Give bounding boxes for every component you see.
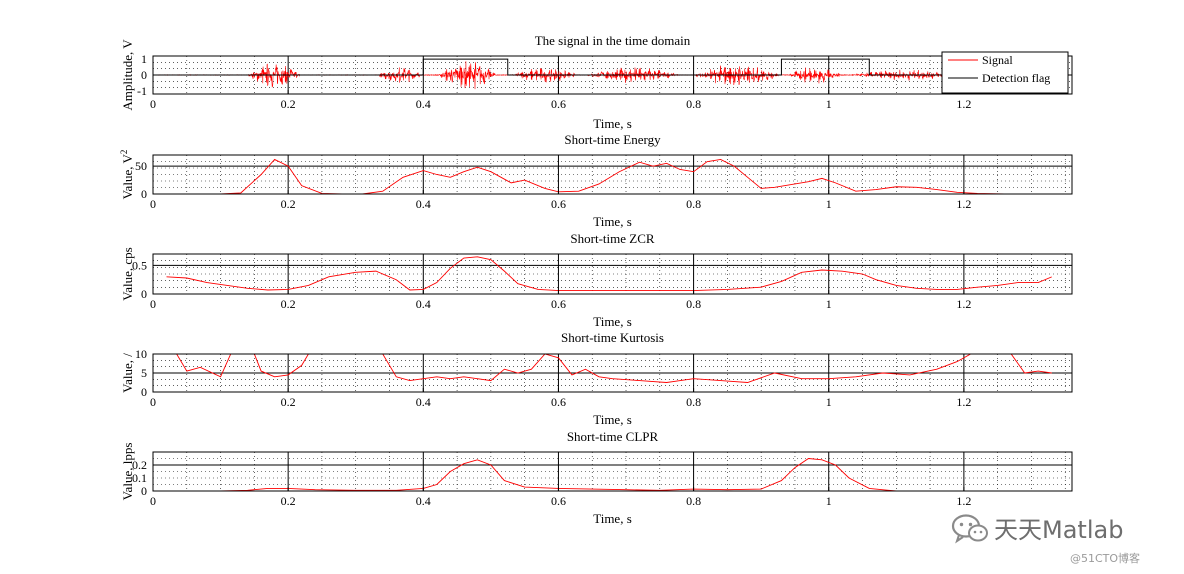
axes-frame bbox=[152, 353, 1073, 393]
y-tick-label: 1 bbox=[141, 52, 147, 66]
series-line-1 bbox=[166, 158, 1052, 194]
y-tick-label: -1 bbox=[137, 84, 147, 98]
x-axis-label: Time, s bbox=[593, 214, 632, 229]
x-tick-label: 1.2 bbox=[956, 494, 971, 508]
axes-frame bbox=[152, 253, 1073, 295]
y-axis-label-superscript: 2 bbox=[119, 150, 129, 155]
x-tick-label: 0.2 bbox=[281, 197, 296, 211]
x-tick-label: 0.2 bbox=[281, 97, 296, 111]
y-tick-label: 0 bbox=[141, 484, 147, 498]
y-axis-label: Value, V2 bbox=[119, 150, 135, 200]
y-tick-label: 0 bbox=[141, 187, 147, 201]
series-line-4 bbox=[1010, 354, 1052, 374]
x-tick-label: 0.4 bbox=[416, 395, 431, 409]
y-axis-label-text: Amplitude, V bbox=[120, 39, 135, 111]
wechat-icon bbox=[951, 514, 988, 544]
series-line-1 bbox=[166, 256, 1052, 292]
x-tick-label: 1 bbox=[826, 197, 832, 211]
watermark-source: @51CTO博客 bbox=[1070, 552, 1141, 565]
x-tick-label: 1.2 bbox=[956, 297, 971, 311]
subplot-title: Short-time ZCR bbox=[570, 231, 654, 246]
y-tick-label: 0.2 bbox=[132, 458, 147, 472]
y-axis-label-text: Value, V bbox=[120, 154, 135, 200]
series-line-1 bbox=[166, 458, 1052, 491]
x-tick-label: 0.4 bbox=[416, 494, 431, 508]
x-tick-label: 0.2 bbox=[281, 494, 296, 508]
y-axis-label-text: Value, cps bbox=[120, 247, 135, 300]
x-tick-label: 1.2 bbox=[956, 395, 971, 409]
axes-frame bbox=[152, 55, 1073, 95]
y-tick-label: 0 bbox=[141, 385, 147, 399]
x-tick-label: 0 bbox=[150, 297, 156, 311]
y-tick-label: 50 bbox=[135, 159, 147, 173]
subplot-3: 0 0.2 0.4 0.6 0.8 1 1.2 0 0.5 Short-time ZCR Time,… bbox=[120, 231, 1073, 329]
x-tick-label: 0 bbox=[150, 97, 156, 111]
y-axis-label-text: Value, / bbox=[120, 353, 135, 393]
y-tick-label: 0.5 bbox=[132, 258, 147, 272]
x-tick-label: 0 bbox=[150, 395, 156, 409]
x-tick-label: 0.4 bbox=[416, 197, 431, 211]
x-tick-label: 0.2 bbox=[281, 297, 296, 311]
y-axis-label: Amplitude, V bbox=[120, 39, 135, 111]
x-tick-label: 0 bbox=[150, 197, 156, 211]
axes-frame bbox=[152, 154, 1073, 195]
legend-box bbox=[941, 51, 1069, 94]
legend-entry: Signal bbox=[982, 53, 1013, 67]
x-tick-label: 0.4 bbox=[416, 97, 431, 111]
x-axis-label: Time, s bbox=[593, 511, 632, 526]
legend-entry: Detection flag bbox=[982, 71, 1050, 85]
subplot-title: Short-time Energy bbox=[564, 132, 661, 147]
x-tick-label: 0.6 bbox=[551, 494, 566, 508]
x-axis-label: Time, s bbox=[593, 116, 632, 131]
subplot-title: Short-time Kurtosis bbox=[561, 330, 664, 345]
x-tick-label: 0.8 bbox=[686, 97, 701, 111]
y-tick-label: 10 bbox=[135, 347, 147, 361]
x-tick-label: 1.2 bbox=[956, 197, 971, 211]
x-tick-label: 0.8 bbox=[686, 395, 701, 409]
watermark: 天天Matlab @51CTO博客 bbox=[950, 508, 1180, 570]
x-tick-label: 1 bbox=[826, 97, 832, 111]
x-tick-label: 0.8 bbox=[686, 297, 701, 311]
subplot-4: 0 0.2 0.4 0.6 0.8 1 1.2 0 5 10 Short-time Kurtosis… bbox=[120, 330, 1073, 427]
subplot-title: The signal in the time domain bbox=[535, 33, 691, 48]
x-tick-label: 0.6 bbox=[551, 97, 566, 111]
series-line-3 bbox=[382, 354, 971, 383]
y-axis-label: Value, / bbox=[120, 353, 135, 393]
subplot-2: 0 0.2 0.4 0.6 0.8 1 1.2 0 50 Short-time Energy Tim… bbox=[119, 132, 1073, 229]
series-line-1 bbox=[176, 354, 232, 378]
x-tick-label: 0 bbox=[150, 494, 156, 508]
y-axis-label-text: Value, lpps bbox=[120, 443, 135, 501]
x-tick-label: 1.2 bbox=[956, 97, 971, 111]
legend: Signal Detection flag bbox=[941, 51, 1069, 94]
watermark-brand: 天天Matlab bbox=[994, 516, 1124, 544]
y-axis-label: Value, cps bbox=[120, 247, 135, 300]
subplot-title: Short-time CLPR bbox=[567, 429, 659, 444]
x-tick-label: 0.6 bbox=[551, 297, 566, 311]
axes-frame bbox=[152, 451, 1073, 492]
x-tick-label: 1 bbox=[826, 494, 832, 508]
y-tick-label: 5 bbox=[141, 366, 147, 380]
x-tick-label: 0.4 bbox=[416, 297, 431, 311]
x-tick-label: 1 bbox=[826, 297, 832, 311]
series-line-2 bbox=[253, 354, 309, 378]
x-tick-label: 1 bbox=[826, 395, 832, 409]
y-tick-label: 0 bbox=[141, 68, 147, 82]
series-line-2 bbox=[153, 58, 1072, 76]
y-tick-label: 0.1 bbox=[132, 471, 147, 485]
y-tick-label: 0 bbox=[141, 287, 147, 301]
x-tick-label: 0.2 bbox=[281, 395, 296, 409]
x-axis-label: Time, s bbox=[593, 314, 632, 329]
x-tick-label: 0.6 bbox=[551, 197, 566, 211]
x-tick-label: 0.8 bbox=[686, 197, 701, 211]
x-tick-label: 0.8 bbox=[686, 494, 701, 508]
x-axis-label: Time, s bbox=[593, 412, 632, 427]
y-axis-label: Value, lpps bbox=[120, 443, 135, 501]
x-tick-label: 0.6 bbox=[551, 395, 566, 409]
